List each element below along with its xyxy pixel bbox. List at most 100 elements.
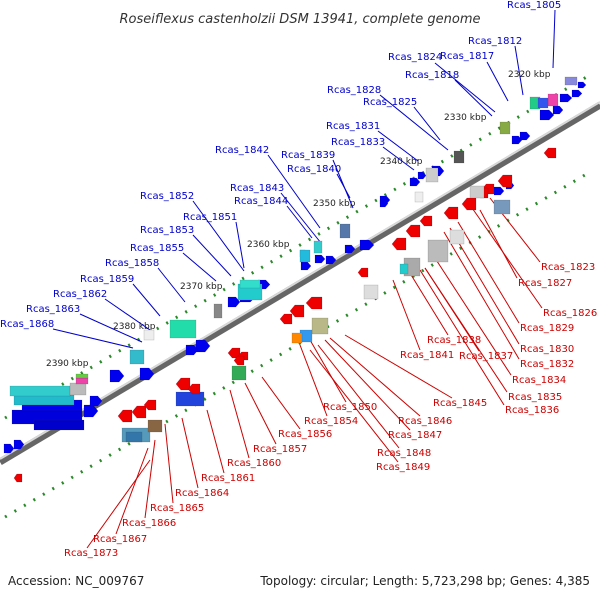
gene-feature-box[interactable] (169, 319, 197, 339)
reverse-gene-arrow[interactable] (543, 147, 557, 159)
gene-feature-box[interactable] (313, 240, 323, 254)
forward-gene-arrow[interactable] (519, 131, 531, 141)
forward-gene-label[interactable]: Rcas_1858 (105, 258, 159, 269)
forward-gene-arrow[interactable] (139, 367, 155, 381)
reverse-gene-label[interactable]: Rcas_1823 (541, 262, 595, 273)
gene-feature-box[interactable] (125, 431, 143, 443)
forward-gene-arrow[interactable] (325, 255, 337, 265)
reverse-gene-arrow[interactable] (233, 355, 245, 366)
gene-feature-box[interactable] (449, 229, 465, 245)
forward-gene-label[interactable]: Rcas_1805 (507, 0, 561, 11)
gene-feature-box[interactable] (299, 249, 311, 263)
reverse-gene-arrow[interactable] (305, 296, 323, 310)
forward-gene-arrow[interactable] (379, 199, 389, 208)
gene-feature-box[interactable] (414, 191, 424, 203)
reverse-gene-label[interactable]: Rcas_1861 (201, 473, 255, 484)
reverse-gene-label[interactable]: Rcas_1854 (304, 416, 358, 427)
forward-gene-label[interactable]: Rcas_1852 (140, 191, 194, 202)
gene-feature-box[interactable] (453, 150, 465, 164)
reverse-gene-arrow[interactable] (13, 473, 23, 483)
gene-feature-box[interactable] (291, 332, 303, 344)
reverse-gene-arrow[interactable] (391, 237, 407, 251)
reverse-gene-label[interactable]: Rcas_1873 (64, 548, 118, 559)
forward-gene-label[interactable]: Rcas_1851 (183, 212, 237, 223)
reverse-gene-arrow[interactable] (461, 197, 477, 211)
gene-feature-box[interactable] (147, 419, 163, 433)
reverse-gene-label[interactable]: Rcas_1866 (122, 518, 176, 529)
reverse-gene-label[interactable]: Rcas_1860 (227, 458, 281, 469)
reverse-gene-label[interactable]: Rcas_1848 (377, 448, 431, 459)
reverse-gene-label[interactable]: Rcas_1865 (150, 503, 204, 514)
forward-gene-block[interactable] (33, 419, 85, 431)
reverse-gene-label[interactable]: Rcas_1826 (543, 308, 597, 319)
forward-gene-label[interactable]: Rcas_1840 (287, 164, 341, 175)
forward-gene-label[interactable]: Rcas_1859 (80, 274, 134, 285)
reverse-gene-arrow[interactable] (405, 224, 421, 238)
gene-feature-box[interactable] (363, 284, 379, 300)
forward-gene-label[interactable]: Rcas_1844 (234, 196, 288, 207)
gene-feature-box[interactable] (231, 365, 247, 381)
reverse-gene-label[interactable]: Rcas_1835 (508, 392, 562, 403)
reverse-gene-label[interactable]: Rcas_1834 (512, 375, 566, 386)
forward-gene-label[interactable]: Rcas_1855 (130, 243, 184, 254)
forward-gene-arrow[interactable] (3, 443, 15, 454)
forward-gene-arrow[interactable] (539, 109, 555, 121)
gene-feature-box[interactable] (499, 121, 511, 135)
forward-gene-label[interactable]: Rcas_1825 (363, 97, 417, 108)
reverse-gene-arrow[interactable] (143, 399, 157, 411)
forward-gene-label[interactable]: Rcas_1833 (331, 137, 385, 148)
forward-gene-arrow[interactable] (417, 171, 427, 180)
forward-gene-arrow[interactable] (577, 81, 587, 89)
reverse-gene-label[interactable]: Rcas_1864 (175, 488, 229, 499)
reverse-gene-label[interactable]: Rcas_1838 (427, 335, 481, 346)
forward-gene-arrow[interactable] (89, 395, 103, 407)
forward-gene-arrow[interactable] (13, 439, 25, 450)
gene-feature-box[interactable] (143, 329, 155, 341)
gene-feature-box[interactable] (213, 303, 223, 319)
reverse-gene-label[interactable]: Rcas_1837 (459, 351, 513, 362)
reverse-gene-label[interactable]: Rcas_1847 (388, 430, 442, 441)
forward-gene-arrow[interactable] (109, 369, 125, 383)
forward-gene-label[interactable]: Rcas_1843 (230, 183, 284, 194)
gene-feature-box[interactable] (427, 239, 449, 263)
forward-gene-label[interactable]: Rcas_1853 (140, 225, 194, 236)
gene-feature-box[interactable] (75, 377, 89, 385)
forward-gene-arrow[interactable] (300, 261, 312, 271)
forward-gene-label[interactable]: Rcas_1862 (53, 289, 107, 300)
reverse-gene-label[interactable]: Rcas_1827 (518, 278, 572, 289)
reverse-gene-label[interactable]: Rcas_1857 (253, 444, 307, 455)
forward-gene-label[interactable]: Rcas_1818 (405, 70, 459, 81)
forward-gene-arrow[interactable] (552, 105, 564, 115)
forward-gene-arrow[interactable] (409, 177, 421, 187)
gene-feature-box[interactable] (399, 263, 409, 275)
reverse-gene-arrow[interactable] (131, 405, 147, 419)
forward-gene-label[interactable]: Rcas_1842 (215, 145, 269, 156)
reverse-gene-arrow[interactable] (187, 383, 201, 395)
gene-feature-box[interactable] (537, 97, 549, 109)
forward-gene-block[interactable] (9, 385, 71, 397)
reverse-gene-arrow[interactable] (279, 313, 293, 325)
forward-gene-block[interactable] (13, 394, 75, 406)
forward-gene-label[interactable]: Rcas_1817 (440, 51, 494, 62)
forward-gene-arrow[interactable] (571, 89, 583, 98)
forward-gene-arrow[interactable] (185, 344, 199, 356)
gene-feature-box[interactable] (69, 382, 87, 396)
forward-gene-arrow[interactable] (493, 186, 505, 196)
reverse-gene-label[interactable]: Rcas_1849 (376, 462, 430, 473)
forward-gene-arrow[interactable] (344, 244, 356, 254)
gene-feature-box[interactable] (469, 185, 485, 199)
forward-gene-arrow[interactable] (559, 93, 573, 103)
forward-gene-label[interactable]: Rcas_1812 (468, 36, 522, 47)
reverse-gene-arrow[interactable] (443, 206, 459, 220)
gene-feature-box[interactable] (339, 223, 351, 239)
reverse-gene-label[interactable]: Rcas_1832 (520, 359, 574, 370)
forward-gene-arrow[interactable] (314, 254, 326, 264)
reverse-gene-label[interactable]: Rcas_1846 (398, 416, 452, 427)
reverse-gene-arrow[interactable] (497, 174, 513, 188)
gene-feature-box[interactable] (547, 93, 559, 107)
forward-gene-label[interactable]: Rcas_1824 (388, 52, 442, 63)
gene-feature-box[interactable] (564, 76, 578, 86)
forward-gene-label[interactable]: Rcas_1863 (26, 304, 80, 315)
reverse-gene-arrow[interactable] (357, 267, 369, 278)
forward-gene-label[interactable]: Rcas_1839 (281, 150, 335, 161)
